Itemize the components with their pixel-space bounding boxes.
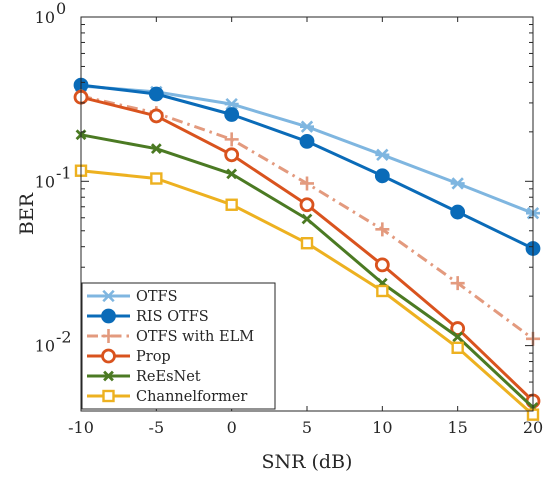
- y-axis-label: BER: [16, 192, 38, 235]
- marker-plus: [224, 132, 239, 147]
- marker-plus: [101, 329, 116, 343]
- data-point: [374, 257, 390, 273]
- marker-cross: [226, 168, 238, 180]
- marker-cross: [301, 213, 313, 225]
- data-point: [450, 177, 465, 190]
- legend-marker: [101, 329, 116, 343]
- marker-circle: [374, 168, 390, 184]
- marker-circle: [450, 321, 466, 336]
- data-point: [300, 176, 314, 191]
- y-tick-label: 10: [35, 172, 55, 191]
- marker-circle: [299, 133, 315, 149]
- data-point: [450, 321, 466, 336]
- legend-marker: [101, 308, 116, 324]
- marker-cross: [103, 370, 114, 382]
- data-point: [301, 213, 313, 225]
- data-point: [224, 147, 240, 163]
- legend-entry: OTFS: [87, 289, 178, 305]
- marker-cross: [452, 331, 464, 343]
- legend: OTFS RIS OTFS OTFS with ELM Prop ReEsNet Chan…: [81, 282, 276, 410]
- y-tick-label: 10: [35, 337, 55, 356]
- legend-entry: Prop: [87, 348, 171, 365]
- marker-circle: [148, 108, 164, 124]
- legend-label: OTFS: [136, 289, 178, 305]
- marker-asterisk: [224, 97, 239, 111]
- marker-circle: [299, 197, 315, 213]
- marker-square: [150, 172, 163, 185]
- legend-marker: [101, 348, 116, 364]
- y-tick-exponent: -1: [56, 163, 72, 182]
- marker-plus: [450, 276, 465, 291]
- legend-entry: Channelformer: [87, 389, 247, 405]
- data-point: [150, 143, 162, 155]
- marker-asterisk: [101, 289, 116, 303]
- marker-cross: [150, 143, 162, 155]
- data-point: [299, 133, 315, 149]
- legend-marker: [102, 389, 115, 403]
- marker-circle: [148, 86, 164, 102]
- x-tick-label: 0: [227, 418, 237, 437]
- data-point: [452, 331, 464, 343]
- legend-box: [81, 282, 276, 410]
- data-point: [224, 97, 239, 111]
- marker-square: [376, 284, 389, 298]
- marker-asterisk: [300, 120, 314, 133]
- legend-label: Prop: [136, 349, 171, 365]
- data-point: [375, 148, 390, 161]
- data-point: [150, 172, 163, 185]
- data-point: [226, 168, 238, 180]
- marker-asterisk: [450, 177, 465, 190]
- marker-asterisk: [375, 148, 390, 161]
- x-tick-label: -5: [149, 418, 165, 437]
- marker-circle: [450, 204, 466, 220]
- x-tick-label: -10: [68, 418, 94, 437]
- marker-circle: [101, 348, 116, 364]
- data-point: [225, 198, 238, 211]
- marker-circle: [224, 147, 240, 163]
- data-point: [300, 120, 314, 133]
- x-tick-label: 20: [523, 418, 543, 437]
- legend-label: RIS OTFS: [136, 309, 209, 325]
- marker-square: [451, 341, 464, 354]
- data-point: [375, 222, 390, 237]
- legend-label: ReEsNet: [136, 369, 201, 385]
- x-tick-label: 10: [372, 418, 392, 437]
- data-point: [374, 168, 390, 184]
- y-tick-label: 10: [35, 8, 55, 27]
- data-point: [299, 197, 315, 213]
- x-tick-label: 15: [447, 418, 467, 437]
- legend-entry: ReEsNet: [87, 369, 201, 385]
- data-point: [148, 86, 164, 102]
- y-tick-exponent: 0: [56, 0, 66, 18]
- x-axis-label: SNR (dB): [262, 451, 353, 473]
- data-point: [224, 107, 240, 122]
- data-point: [376, 284, 389, 298]
- legend-label: OTFS with ELM: [136, 329, 254, 345]
- legend-label: Channelformer: [136, 389, 247, 405]
- data-point: [451, 341, 464, 354]
- marker-square: [300, 237, 314, 250]
- data-point: [450, 276, 465, 291]
- legend-marker: [101, 289, 116, 303]
- legend-entry: RIS OTFS: [87, 308, 209, 325]
- legend-marker: [103, 370, 114, 382]
- x-tick-label: 5: [302, 418, 312, 437]
- marker-circle: [101, 308, 116, 324]
- marker-square: [225, 198, 238, 211]
- data-point: [224, 132, 239, 147]
- legend-entry: OTFS with ELM: [87, 329, 254, 345]
- marker-plus: [375, 222, 390, 237]
- marker-circle: [224, 107, 240, 122]
- marker-circle: [374, 257, 390, 273]
- marker-plus: [300, 176, 314, 191]
- data-point: [300, 237, 314, 250]
- y-tick-exponent: -2: [56, 328, 72, 347]
- data-point: [148, 108, 164, 124]
- data-point: [450, 204, 466, 220]
- marker-square: [102, 389, 115, 403]
